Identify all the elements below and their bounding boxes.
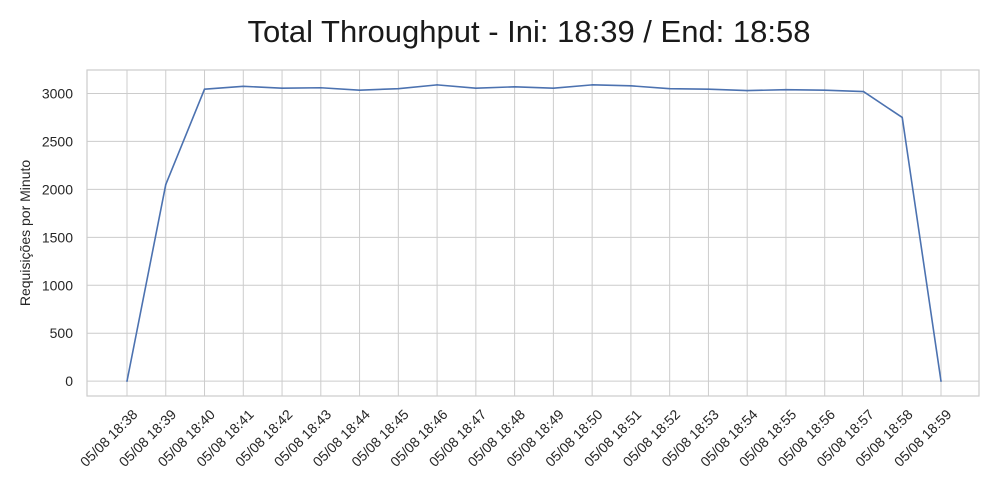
- y-tick-label: 1000: [42, 277, 73, 293]
- series-layer: [126, 84, 942, 382]
- data-point: [513, 85, 516, 88]
- y-axis-ticks: 0 500 1000 1500 2000 2500 3000: [42, 85, 73, 389]
- y-axis-label: Requisições por Minuto: [17, 160, 33, 307]
- data-point: [552, 87, 555, 90]
- y-tick-label: 500: [50, 325, 74, 341]
- y-tick-label: 0: [65, 373, 73, 389]
- data-point: [940, 380, 942, 382]
- data-point: [126, 380, 128, 382]
- y-tick-label: 2500: [42, 133, 73, 149]
- data-point: [397, 87, 400, 90]
- plot-frame: [86, 69, 980, 397]
- data-point: [630, 85, 632, 87]
- data-point: [862, 90, 865, 93]
- data-point: [785, 88, 787, 91]
- data-point: [475, 87, 477, 90]
- data-point: [901, 116, 904, 119]
- chart-title: Total Throughput - Ini: 18:39 / End: 18:…: [248, 14, 811, 49]
- data-point: [436, 84, 438, 86]
- y-tick-label: 1500: [42, 229, 73, 245]
- y-tick-label: 2000: [42, 181, 73, 197]
- data-point: [668, 87, 671, 90]
- data-point: [591, 84, 593, 86]
- data-point: [707, 88, 710, 90]
- data-point: [164, 183, 167, 186]
- y-tick-label: 3000: [42, 85, 73, 101]
- data-point: [281, 87, 283, 90]
- grid: [87, 70, 979, 396]
- data-point: [320, 86, 322, 89]
- data-point: [242, 85, 245, 88]
- series-line: [126, 84, 942, 382]
- data-point: [203, 88, 206, 90]
- data-point: [746, 89, 748, 92]
- data-point: [823, 89, 826, 91]
- data-point: [358, 89, 361, 91]
